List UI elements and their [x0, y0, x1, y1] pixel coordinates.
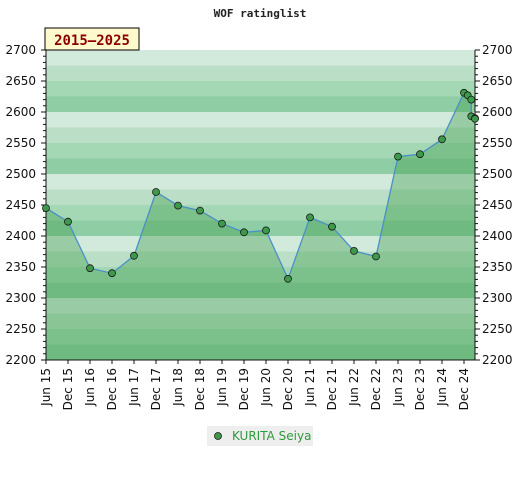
x-tick-label: Dec 20	[281, 368, 295, 410]
rating-point	[328, 222, 336, 231]
x-tick-label: Dec 17	[149, 368, 163, 410]
y-tick-label-left: 2500	[5, 167, 36, 181]
background-band	[46, 236, 475, 252]
y-tick-label-right: 2350	[482, 260, 513, 274]
y-tick-label-left: 2550	[5, 136, 36, 150]
x-tick-label: Dec 24	[457, 368, 471, 410]
y-tick-label-left: 2600	[5, 105, 36, 119]
y-tick-label-left: 2400	[5, 229, 36, 243]
background-band	[46, 50, 475, 66]
rating-point	[372, 252, 380, 261]
x-tick-label: Jun 16	[83, 368, 97, 407]
rating-point	[86, 264, 94, 273]
background-band	[46, 251, 475, 267]
x-tick-label: Jun 20	[259, 368, 273, 407]
rating-point	[64, 217, 72, 226]
y-tick-label-left: 2450	[5, 198, 36, 212]
rating-area-fill	[46, 92, 475, 361]
x-tick-label: Dec 21	[325, 368, 339, 410]
legend: KURITA Seiya	[207, 426, 313, 446]
y-tick-label-right: 2500	[482, 167, 513, 181]
y-axis-labels-left: 2200 2250 2300 2350 2400 2450 2500 2550 2600 2650…	[5, 43, 36, 367]
rating-point	[394, 152, 402, 161]
y-tick-label-right: 2700	[482, 43, 513, 57]
background-band	[46, 313, 475, 329]
background-bands	[46, 50, 475, 360]
x-tick-label: Dec 18	[193, 368, 207, 410]
rating-point	[152, 188, 160, 196]
rating-point	[240, 228, 248, 237]
x-tick-label: Dec 23	[413, 368, 427, 410]
x-axis-labels: Jun 15 Dec 15 Jun 16 Dec 16 Jun 17 Dec 17 Jun …	[39, 368, 471, 410]
background-band	[46, 344, 475, 360]
x-tick-label: Jun 24	[435, 368, 449, 407]
y-tick-label-left: 2350	[5, 260, 36, 274]
rating-point	[42, 204, 50, 213]
background-band	[46, 112, 475, 128]
background-band	[46, 174, 475, 190]
background-band	[46, 127, 475, 143]
legend-label: KURITA Seiya	[232, 429, 311, 443]
x-tick-label: Jun 23	[391, 368, 405, 407]
rating-point	[350, 246, 358, 255]
background-band	[46, 205, 475, 221]
background-band	[46, 267, 475, 283]
background-band	[46, 298, 475, 314]
x-tick-label: Jun 21	[303, 368, 317, 407]
y-tick-label-right: 2650	[482, 74, 513, 88]
background-band	[46, 65, 475, 81]
rating-markers	[42, 88, 479, 283]
rating-point	[416, 150, 424, 159]
rating-point	[196, 206, 204, 215]
background-band	[46, 81, 475, 97]
background-band	[46, 282, 475, 298]
legend-marker	[214, 432, 222, 440]
y-tick-label-left: 2200	[5, 353, 36, 367]
background-band	[46, 329, 475, 345]
rating-point	[284, 274, 292, 283]
y-tick-label-left: 2300	[5, 291, 36, 305]
rating-point	[130, 251, 138, 260]
rating-point	[218, 219, 226, 228]
x-tick-label: Jun 15	[39, 368, 53, 407]
rating-point	[467, 95, 476, 104]
y-tick-label-left: 2250	[5, 322, 36, 336]
x-tick-label: Dec 16	[105, 368, 119, 410]
x-tick-label: Dec 15	[61, 368, 75, 410]
y-tick-label-right: 2300	[482, 291, 513, 305]
x-tick-label: Jun 22	[347, 368, 361, 407]
y-tick-label-right: 2550	[482, 136, 513, 150]
x-tick-label: Jun 19	[215, 368, 229, 407]
x-tick-label: Dec 19	[237, 368, 251, 410]
background-band	[46, 143, 475, 159]
period-badge-text: 2015–2025	[54, 33, 130, 49]
period-badge: 2015–2025	[44, 27, 140, 51]
rating-point	[108, 269, 116, 278]
x-tick-label: Jun 17	[127, 368, 141, 407]
x-tick-label: Jun 18	[171, 368, 185, 407]
y-tick-label-right: 2450	[482, 198, 513, 212]
y-tick-label-left: 2650	[5, 74, 36, 88]
rating-point	[262, 226, 270, 235]
chart-title: WOF ratinglist	[214, 7, 307, 20]
background-band	[46, 158, 475, 174]
rating-point	[471, 114, 479, 123]
y-axis-labels-right: 2200 2250 2300 2350 2400 2450 2500 2550 2600 2650…	[482, 43, 513, 367]
rating-point	[306, 213, 314, 222]
rating-point	[438, 135, 446, 144]
rating-point	[174, 201, 182, 210]
y-tick-label-left: 2700	[5, 43, 36, 57]
y-tick-label-right: 2600	[482, 105, 513, 119]
background-band	[46, 220, 475, 236]
y-tick-label-right: 2400	[482, 229, 513, 243]
y-tick-label-right: 2250	[482, 322, 513, 336]
background-band	[46, 96, 475, 112]
y-tick-label-right: 2200	[482, 353, 513, 367]
axes	[41, 49, 480, 364]
x-tick-label: Dec 22	[369, 368, 383, 410]
